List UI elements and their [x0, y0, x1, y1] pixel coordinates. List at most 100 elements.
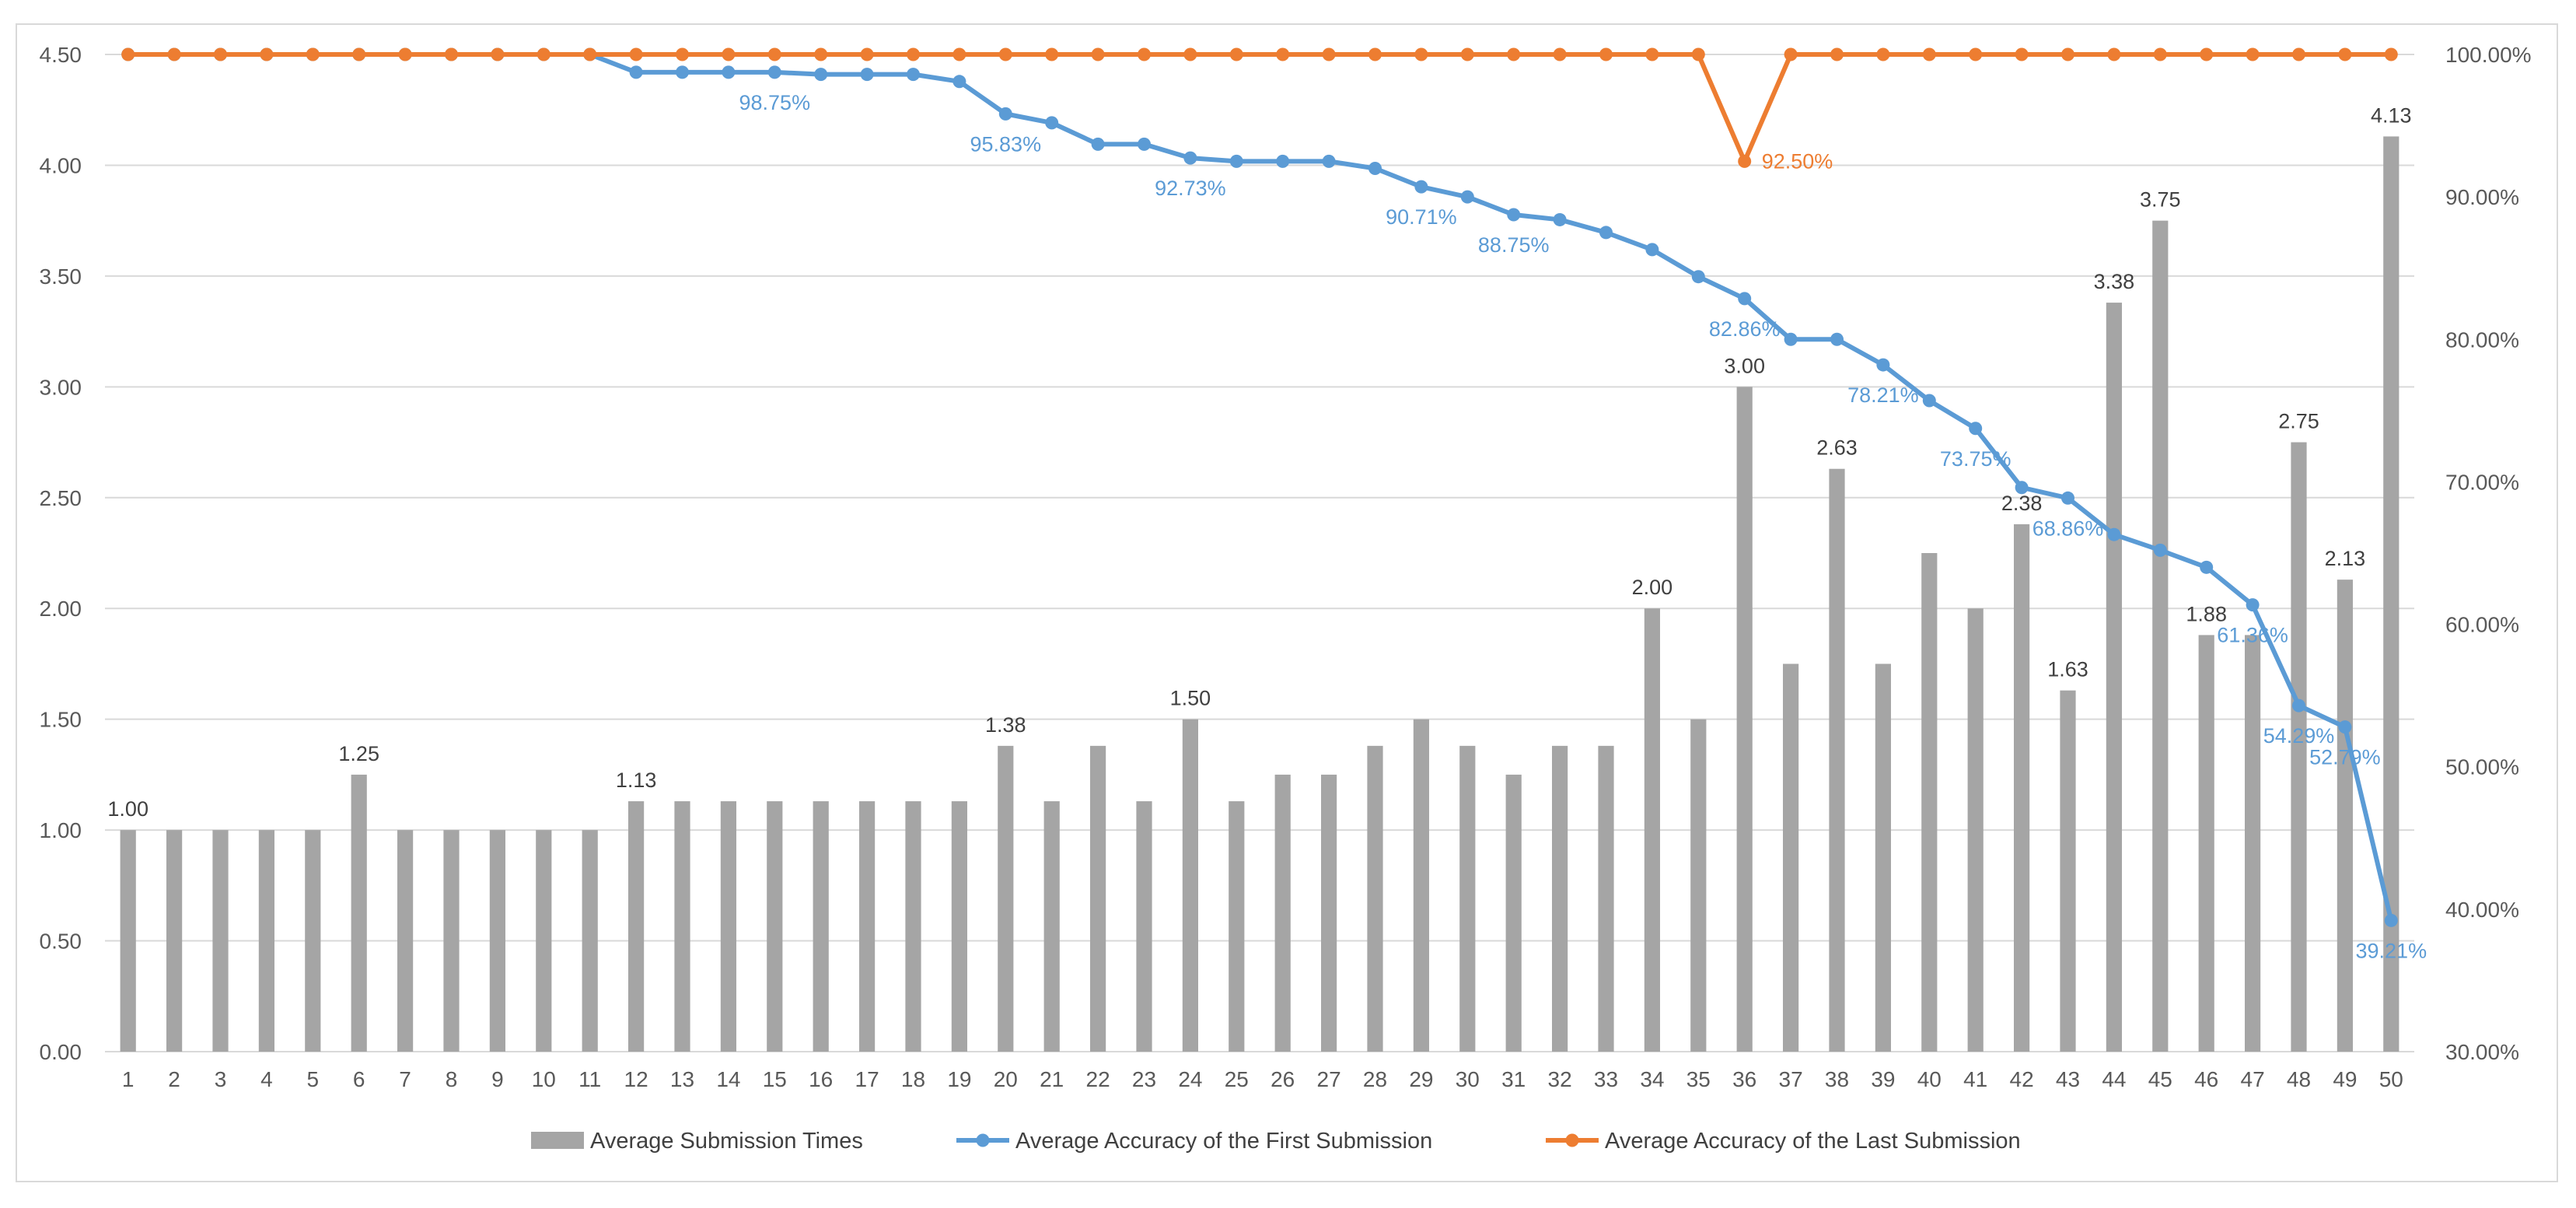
y-left-tick-label: 3.00: [40, 375, 82, 399]
x-tick-label: 5: [307, 1067, 320, 1091]
bar: [166, 830, 183, 1052]
bar: [1459, 745, 1476, 1052]
first-submission-point: [722, 65, 736, 79]
first-submission-point: [998, 107, 1012, 121]
bar: [767, 801, 783, 1052]
x-tick-label: 11: [578, 1067, 601, 1091]
x-tick-label: 46: [2194, 1067, 2218, 1091]
first-submission-point: [767, 65, 781, 79]
last-submission-point: [121, 47, 135, 61]
x-tick-label: 7: [399, 1067, 411, 1091]
x-tick-label: 8: [446, 1067, 458, 1091]
x-tick-label: 4: [260, 1067, 273, 1091]
axes: 0.00 0.50 1.00 1.50 2.00 2.50 3.00 3.50 4.00 4.50…: [40, 43, 2532, 1091]
last-submission-point: [1229, 47, 1243, 61]
x-tick-label: 23: [1132, 1067, 1156, 1091]
x-tick-label: 35: [1686, 1067, 1711, 1091]
first-submission-point: [2338, 720, 2352, 734]
x-tick-label: 2: [168, 1067, 180, 1091]
bar: [258, 830, 274, 1052]
legend-label: Average Accuracy of the Last Submission: [1605, 1129, 2021, 1154]
first-submission-point: [1414, 180, 1428, 194]
first-accuracy-label: 90.71%: [1386, 205, 1457, 229]
first-accuracy-label: 68.86%: [2032, 516, 2104, 540]
last-submission-point: [1738, 154, 1752, 168]
x-tick-label: 44: [2102, 1067, 2126, 1091]
last-submission-point: [676, 47, 689, 61]
bar: [628, 801, 645, 1052]
last-submission-point: [214, 47, 227, 61]
last-submission-point: [1138, 47, 1151, 61]
last-submission-point: [860, 47, 874, 61]
x-tick-label: 24: [1178, 1067, 1202, 1091]
bar-value-label: 1.00: [107, 797, 149, 821]
bar: [905, 801, 921, 1052]
bar-value-label: 3.75: [2140, 188, 2181, 212]
first-accuracy-label: 54.29%: [2263, 724, 2335, 748]
last-submission-point: [1599, 47, 1613, 61]
bar: [2383, 136, 2399, 1052]
x-tick-label: 30: [1456, 1067, 1480, 1091]
first-accuracy-label: 78.21%: [1847, 383, 1919, 407]
x-tick-label: 43: [2056, 1067, 2080, 1091]
x-tick-label: 1: [122, 1067, 135, 1091]
bar: [1829, 468, 1845, 1052]
y-left-tick-label: 0.00: [40, 1040, 82, 1064]
bar: [1367, 745, 1383, 1052]
x-tick-label: 29: [1409, 1067, 1433, 1091]
x-tick-label: 9: [491, 1067, 504, 1091]
x-tick-label: 47: [2241, 1067, 2265, 1091]
last-submission-point: [998, 47, 1012, 61]
x-tick-label: 37: [1779, 1067, 1803, 1091]
x-tick-label: 39: [1871, 1067, 1895, 1091]
last-submission-point: [398, 47, 412, 61]
bar: [1921, 553, 1938, 1052]
last-submission-point: [583, 47, 597, 61]
y-right-tick-label: 70.00%: [2445, 470, 2519, 494]
first-submission-point: [1645, 243, 1659, 257]
y-left-tick-label: 4.00: [40, 153, 82, 177]
bar: [1321, 774, 1337, 1052]
first-submission-point: [1507, 208, 1521, 222]
bar: [1043, 801, 1060, 1052]
x-tick-label: 36: [1732, 1067, 1756, 1091]
x-tick-label: 6: [353, 1067, 365, 1091]
x-tick-label: 38: [1825, 1067, 1849, 1091]
bar: [1644, 608, 1660, 1052]
bar: [1090, 745, 1106, 1052]
bar: [1690, 719, 1707, 1052]
bar: [397, 830, 414, 1052]
last-submission-point: [537, 47, 551, 61]
last-submission-point: [722, 47, 736, 61]
y-right-tick-label: 40.00%: [2445, 898, 2519, 922]
last-submission-point: [1460, 47, 1474, 61]
x-tick-label: 16: [809, 1067, 833, 1091]
last-submission-point: [1322, 47, 1336, 61]
x-tick-label: 3: [215, 1067, 227, 1091]
first-submission-point: [2292, 699, 2305, 713]
bar: [1552, 745, 1568, 1052]
x-tick-label: 31: [1501, 1067, 1526, 1091]
x-tick-label: 33: [1594, 1067, 1618, 1091]
bar-value-label: 2.00: [1632, 576, 1673, 599]
last-submission-point: [2061, 47, 2074, 61]
first-accuracy-label: 73.75%: [1940, 447, 2012, 471]
x-tick-label: 25: [1225, 1067, 1249, 1091]
bar: [1783, 664, 1799, 1052]
x-tick-label: 45: [2148, 1067, 2172, 1091]
first-submission-point: [2246, 598, 2260, 612]
last-submission-point: [629, 47, 643, 61]
first-accuracy-label: 98.75%: [739, 91, 811, 114]
x-tick-label: 17: [855, 1067, 879, 1091]
x-tick-label: 41: [1963, 1067, 1987, 1091]
y-left-tick-label: 4.50: [40, 43, 82, 67]
last-submission-point: [1183, 47, 1197, 61]
bar: [859, 801, 876, 1052]
bar-value-label: 2.13: [2325, 547, 2366, 570]
bar: [813, 801, 829, 1052]
first-submission-point: [1784, 332, 1798, 346]
bar-value-label: 4.13: [2371, 103, 2412, 127]
first-submission-point: [814, 68, 828, 82]
bar-value-label: 1.63: [2047, 658, 2088, 681]
last-submission-point: [814, 47, 828, 61]
